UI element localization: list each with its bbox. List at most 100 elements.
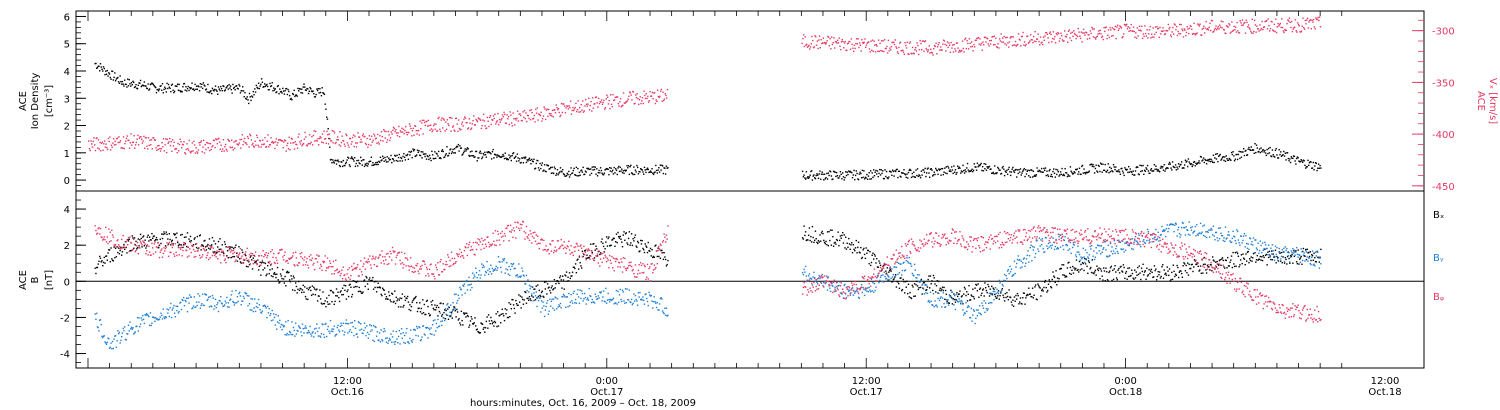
vx-point	[131, 144, 133, 146]
bx-point	[529, 298, 531, 300]
density-point	[264, 85, 267, 88]
vx-point	[591, 97, 594, 99]
bx-point	[593, 242, 595, 245]
density-point	[1161, 167, 1163, 169]
vx-point	[274, 147, 276, 150]
bx-point	[1110, 265, 1112, 268]
bx-point	[1191, 263, 1193, 266]
vx-point	[305, 144, 308, 146]
by-point	[149, 312, 152, 314]
bx-point	[111, 258, 113, 260]
bx-point	[108, 248, 110, 251]
bx-point	[303, 291, 305, 293]
bx-point	[917, 288, 920, 291]
density-point	[826, 172, 828, 175]
vx-point	[405, 125, 407, 128]
by-point	[386, 337, 388, 339]
vx-point	[433, 124, 435, 127]
bx-point	[988, 285, 990, 288]
by-point	[198, 301, 200, 303]
vx-point	[445, 128, 448, 131]
density-point	[1306, 166, 1308, 168]
bx-point	[462, 312, 465, 314]
vx-point	[92, 140, 94, 143]
bx-point	[269, 269, 271, 271]
density-point	[482, 152, 485, 155]
by-point	[388, 337, 391, 340]
vx-point	[1257, 28, 1260, 30]
by-point	[351, 321, 354, 324]
density-point	[1163, 164, 1165, 166]
bx-point	[935, 285, 938, 287]
vx-point	[998, 38, 1001, 40]
density-point	[378, 161, 381, 163]
density-point	[817, 174, 819, 176]
vx-point	[977, 36, 980, 39]
vx-point	[1261, 20, 1263, 23]
density-point	[233, 86, 236, 89]
vx-point	[1035, 40, 1037, 43]
density-point	[556, 172, 558, 175]
density-point	[494, 153, 497, 156]
vx-point	[1310, 27, 1313, 30]
density-point	[479, 150, 481, 153]
bx-point	[261, 261, 264, 263]
density-point	[111, 70, 114, 73]
density-point	[666, 167, 668, 169]
by-point	[345, 319, 348, 321]
density-point	[935, 169, 938, 171]
bx-point	[488, 320, 491, 322]
density-point	[1230, 159, 1232, 161]
bx-point	[357, 280, 359, 283]
bx-point	[904, 280, 907, 283]
density-point	[402, 155, 404, 158]
bx-point	[1121, 271, 1124, 273]
vx-point	[571, 109, 573, 112]
vx-point	[253, 146, 256, 148]
density-point	[975, 166, 977, 168]
bx-point	[152, 235, 155, 238]
bx-point	[235, 244, 237, 246]
density-point	[590, 168, 592, 170]
by-point	[127, 333, 129, 335]
bx-point	[830, 244, 833, 246]
density-point	[879, 174, 882, 176]
bx-point	[817, 242, 819, 245]
density-point	[1282, 154, 1284, 156]
bx-point	[1104, 280, 1106, 282]
density-point	[1014, 169, 1016, 171]
density-point	[553, 166, 556, 168]
vx-point	[143, 147, 146, 149]
bx-point	[463, 313, 466, 315]
vx-point	[217, 138, 219, 140]
density-point	[575, 166, 578, 169]
density-point	[1044, 167, 1047, 169]
vx-point	[117, 141, 119, 144]
vx-point	[473, 124, 476, 126]
vx-point	[971, 45, 974, 48]
vx-point	[628, 95, 630, 98]
density-point	[841, 178, 843, 180]
vx-point	[173, 141, 175, 143]
vx-point	[531, 111, 533, 114]
vx-point	[880, 40, 883, 42]
vx-point	[554, 109, 556, 111]
vx-point	[1066, 33, 1068, 36]
by-point	[279, 319, 281, 322]
bx-point	[927, 278, 929, 281]
density-point	[963, 169, 965, 172]
density-point	[630, 164, 632, 167]
vx-point	[407, 131, 409, 134]
by-point	[262, 305, 264, 307]
density-point	[511, 155, 513, 157]
bx-point	[267, 261, 270, 264]
vx-point	[547, 115, 549, 118]
bx-point	[1096, 268, 1099, 270]
by-point	[217, 302, 219, 304]
density-point	[166, 82, 168, 85]
density-point	[143, 81, 146, 83]
density-point	[888, 176, 890, 178]
bx-point	[1250, 256, 1252, 258]
vx-point	[207, 147, 209, 149]
by-point	[352, 325, 354, 328]
